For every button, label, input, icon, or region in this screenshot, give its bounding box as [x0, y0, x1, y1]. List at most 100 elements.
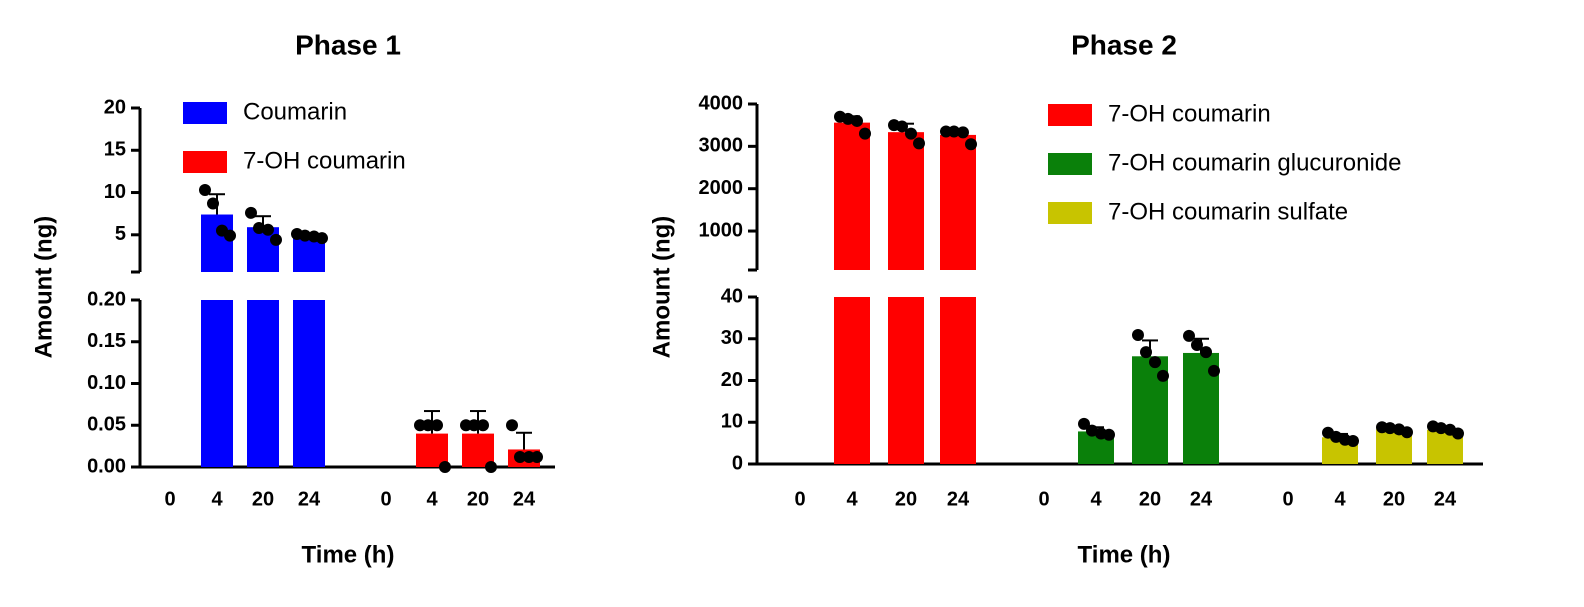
x-axis-label: Time (h) [302, 541, 395, 568]
data-point [506, 419, 518, 432]
y-tick-label: 20 [721, 369, 743, 391]
legend-swatch [183, 102, 227, 124]
data-point [851, 114, 863, 127]
data-point [1330, 430, 1342, 443]
data-point [1183, 329, 1195, 342]
data-point [1157, 369, 1169, 382]
legend-swatch [183, 151, 227, 173]
y-tick-label: 0.00 [87, 455, 126, 477]
bar [834, 122, 870, 270]
x-tick-label: 24 [1190, 488, 1213, 510]
data-point [1384, 422, 1396, 435]
bar [416, 433, 448, 467]
x-tick-label: 24 [513, 488, 536, 510]
x-tick-label: 24 [298, 488, 321, 510]
x-tick-label: 20 [1383, 488, 1405, 510]
x-tick-label: 0 [1038, 488, 1049, 510]
data-point [270, 233, 282, 246]
legend-label: 7-OH coumarin [243, 147, 406, 174]
data-point [439, 461, 451, 473]
x-tick-label: 0 [1282, 488, 1293, 510]
legend-swatch [1048, 104, 1092, 126]
bar [201, 214, 233, 272]
x-tick-label: 20 [1139, 488, 1161, 510]
y-tick-label: 15 [104, 139, 126, 161]
legend-swatch [1048, 153, 1092, 175]
x-tick-label: 20 [252, 488, 274, 510]
data-point [1140, 346, 1152, 359]
data-point [531, 450, 543, 463]
data-point [859, 127, 871, 140]
bar [462, 433, 494, 467]
data-point [485, 461, 497, 473]
y-tick-label: 0 [732, 452, 743, 474]
data-point [431, 419, 443, 432]
y-tick-label: 0.20 [87, 288, 126, 310]
x-tick-label: 4 [1334, 488, 1346, 510]
data-point [207, 197, 219, 210]
data-point [316, 232, 328, 245]
y-tick-label: 10 [104, 181, 126, 203]
x-tick-label: 0 [380, 488, 391, 510]
bar [888, 132, 924, 270]
y-tick-label: 2000 [699, 177, 744, 199]
data-point [224, 229, 236, 242]
x-tick-label: 4 [211, 488, 223, 510]
data-point [948, 125, 960, 138]
data-point [905, 127, 917, 140]
y-tick-label: 30 [721, 327, 743, 349]
data-point [1078, 417, 1090, 430]
data-point [957, 126, 969, 139]
x-tick-label: 4 [426, 488, 438, 510]
data-point [245, 206, 257, 219]
x-tick-label: 24 [1434, 488, 1457, 510]
legend-label: 7-OH coumarin sulfate [1108, 198, 1348, 225]
data-point [422, 419, 434, 432]
data-point [965, 138, 977, 151]
data-point [262, 223, 274, 236]
data-point [1132, 328, 1144, 341]
bar [940, 134, 976, 270]
data-point [1435, 422, 1447, 435]
chart-title: Phase 2 [1071, 29, 1177, 60]
data-point [1401, 426, 1413, 439]
x-tick-label: 4 [1090, 488, 1102, 510]
data-point [1200, 346, 1212, 359]
data-point [1208, 364, 1220, 377]
y-tick-label: 40 [721, 285, 743, 307]
bar [201, 300, 233, 467]
data-point [842, 112, 854, 125]
y-tick-label: 4000 [699, 92, 744, 114]
data-point [1103, 428, 1115, 441]
x-tick-label: 24 [947, 488, 970, 510]
x-tick-label: 0 [164, 488, 175, 510]
data-point [1347, 435, 1359, 448]
legend-label: 7-OH coumarin [1108, 100, 1271, 127]
y-tick-label: 3000 [699, 135, 744, 157]
x-tick-label: 4 [846, 488, 858, 510]
y-tick-label: 10 [721, 411, 743, 433]
bar [293, 300, 325, 467]
data-point [1086, 424, 1098, 437]
data-point [1452, 427, 1464, 440]
x-tick-label: 20 [895, 488, 917, 510]
y-axis-label: Amount (ng) [648, 216, 675, 359]
data-point [253, 222, 265, 235]
y-tick-label: 0.10 [87, 372, 126, 394]
data-point [1149, 356, 1161, 369]
y-tick-label: 0.05 [87, 414, 126, 436]
data-point [299, 229, 311, 242]
bar [247, 227, 279, 272]
bar [888, 297, 924, 464]
y-tick-label: 1000 [699, 219, 744, 241]
data-point [913, 137, 925, 150]
bar [940, 297, 976, 464]
data-point [1191, 339, 1203, 352]
legend-label: 7-OH coumarin glucuronide [1108, 149, 1401, 176]
y-tick-label: 20 [104, 96, 126, 118]
data-point [477, 419, 489, 432]
legend-label: Coumarin [243, 98, 347, 125]
data-point [896, 120, 908, 133]
x-axis-label: Time (h) [1078, 541, 1171, 568]
